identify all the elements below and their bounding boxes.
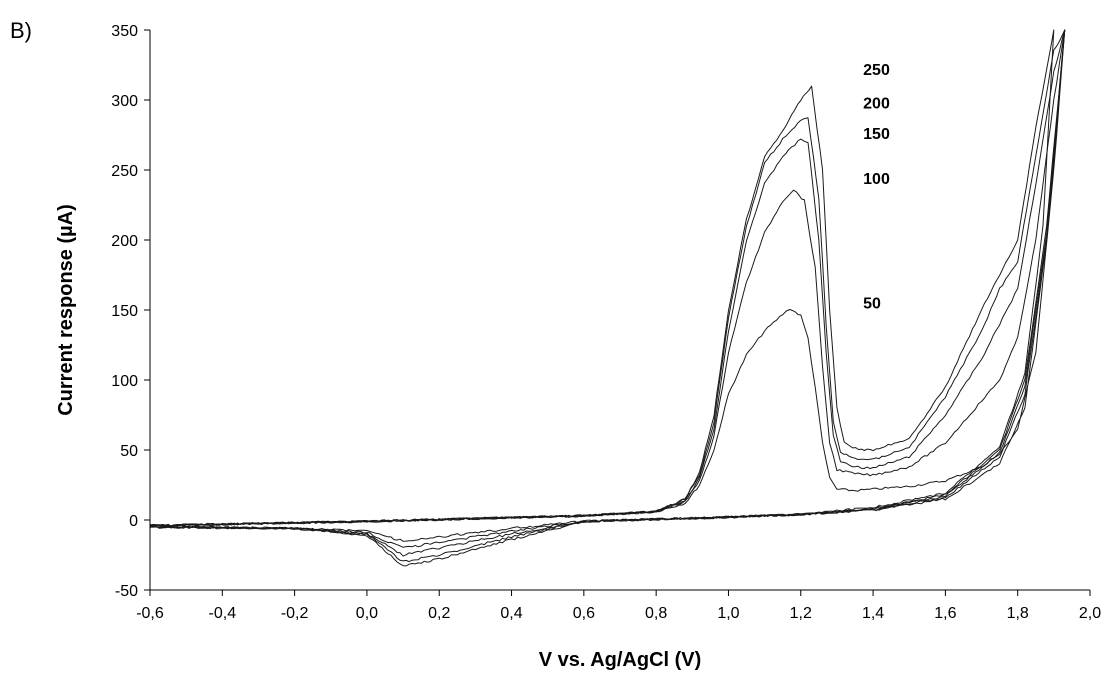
x-tick-label: 0,8: [645, 605, 667, 622]
x-tick-label: 2,0: [1079, 605, 1101, 622]
x-tick-label: 1,2: [790, 605, 812, 622]
x-tick-label: 0,2: [428, 605, 450, 622]
y-tick-label: 250: [111, 163, 138, 180]
series-250-curve: [149, 29, 1055, 567]
y-tick-label: 150: [111, 303, 138, 320]
x-tick-label: 1,8: [1007, 605, 1029, 622]
y-tick-label: 200: [111, 233, 138, 250]
y-tick-label: 50: [120, 443, 138, 460]
series-label-250: 250: [863, 62, 890, 79]
series-label-200: 200: [863, 95, 890, 112]
x-axis-title: V vs. Ag/AgCl (V): [539, 649, 702, 671]
x-tick-label: 0,0: [356, 605, 378, 622]
x-tick-label: -0,4: [209, 605, 237, 622]
x-tick-label: 1,6: [934, 605, 956, 622]
series-50-curve: [149, 29, 1066, 542]
series-label-50: 50: [863, 296, 881, 313]
x-ticks: -0,6 -0,4 -0,2 0,0 0,2 0,4 0,6 0,8 1,0 1,2 1,4 1,6 1…: [136, 590, 1101, 622]
x-tick-label: 0,4: [500, 605, 522, 622]
series-100-curve: [149, 29, 1066, 548]
y-tick-label: 100: [111, 373, 138, 390]
y-ticks: -50 0 50 100 150 200 250 300 350: [111, 23, 150, 600]
panel-label: B): [10, 18, 32, 43]
y-tick-label: 300: [111, 93, 138, 110]
y-tick-label: -50: [115, 583, 138, 600]
axes: [149, 30, 1090, 591]
curves: [149, 29, 1066, 567]
x-tick-label: 1,0: [717, 605, 739, 622]
x-tick-label: 1,4: [862, 605, 884, 622]
series-labels: 50 100 150 200 250: [863, 62, 890, 313]
y-tick-label: 350: [111, 23, 138, 40]
y-tick-label: 0: [129, 513, 138, 530]
x-tick-label: -0,2: [281, 605, 309, 622]
series-150-curve: [149, 29, 1066, 557]
x-tick-label: 0,6: [573, 605, 595, 622]
x-tick-label: -0,6: [136, 605, 164, 622]
series-200-curve: [149, 29, 1066, 563]
series-label-100: 100: [863, 171, 890, 188]
y-axis-title: Current response (µA): [55, 204, 77, 416]
series-label-150: 150: [863, 126, 890, 143]
